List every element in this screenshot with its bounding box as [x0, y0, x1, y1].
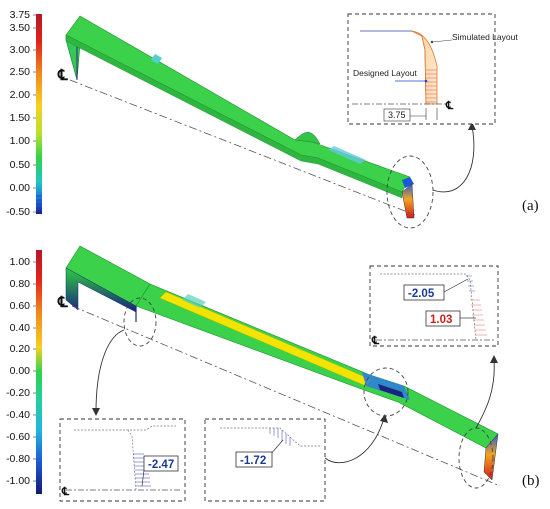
beam-a-cyan-band	[151, 54, 162, 64]
highlight-ellipse-b-left	[123, 297, 157, 347]
colorbar-b-tick: -0.80	[6, 453, 30, 465]
colorbar-b-tick: 1.00	[10, 256, 31, 268]
callout-arrowhead	[380, 414, 388, 423]
beam-a-centerline	[69, 79, 416, 216]
value-bottom-box	[425, 310, 461, 327]
colorbar-a-gradient	[36, 14, 42, 214]
value-left: -2.47	[148, 459, 174, 471]
designed-label: Designed Layout	[353, 68, 417, 78]
callout-arrowhead	[490, 355, 498, 363]
colorbar-b-gradient	[36, 250, 42, 494]
colorbar-b-tick: 0.40	[10, 322, 31, 334]
beam-a-bend	[294, 132, 321, 145]
panel-b-label: (b)	[522, 473, 540, 489]
colorbar-b-ticks	[33, 261, 36, 482]
value-mid: -1.72	[240, 455, 266, 467]
inset-b-left-profile	[74, 425, 176, 431]
colorbar-b-tick: 0.80	[10, 278, 31, 290]
inset-b-mid: -1.72	[204, 418, 326, 502]
callout-arrow-a	[432, 125, 475, 193]
colorbar-b-tick: -0.40	[6, 409, 30, 421]
simulated-leader-dot	[430, 40, 434, 44]
colorbar-a-tick: -0.50	[6, 206, 30, 218]
beam-b-right-tip	[483, 433, 499, 481]
colorbar-a-stripes	[36, 195, 42, 209]
beam-b-cyan-band	[182, 294, 206, 308]
colorbar-a-tick: 0.50	[10, 159, 31, 171]
colorbar-a-tick: 3.75	[10, 9, 31, 21]
simulated-label: Simulated Layout	[452, 32, 518, 42]
inset-a-centerline-symbol: ℄	[445, 100, 454, 112]
beam-b-centerline	[71, 305, 501, 487]
beam-a: ℄	[57, 15, 416, 219]
inset-b-right: -2.05 1.03 ℄	[369, 265, 499, 347]
highlight-ellipse-a	[386, 155, 434, 229]
simulated-leader	[431, 39, 453, 43]
beam-b-yellow-strip	[159, 291, 373, 387]
designed-leader-dot	[424, 79, 428, 83]
value-top-leader	[443, 278, 469, 293]
callout-arrowhead	[92, 408, 100, 416]
inset-b-left: -2.47 ℄	[59, 418, 186, 502]
beam-a-cyan-band	[328, 146, 366, 164]
colorbar-a-ticks	[33, 14, 36, 213]
inset-b-left-hatching	[133, 453, 151, 487]
value-top: -2.05	[408, 288, 435, 300]
colorbar-a-tick: 1.50	[10, 112, 31, 124]
inset-b-right-centerline-symbol: ℄	[371, 335, 380, 347]
inset-b-right-blue-hatching	[466, 275, 475, 292]
inset-a: Simulated Layout Designed Layout 3.75 ℄	[347, 13, 518, 125]
dimension-value: 3.75	[388, 110, 406, 120]
panel-a-label: (a)	[522, 198, 539, 214]
centerline-symbol: ℄	[57, 68, 68, 84]
colorbar-b-tick: 0.00	[10, 365, 31, 377]
value-mid-box	[235, 451, 273, 468]
value-left-leader	[141, 469, 145, 487]
beam-a-side-face	[65, 34, 403, 199]
callout-arrow-b-mid	[324, 417, 385, 464]
inset-b-left-centerline-symbol: ℄	[61, 486, 70, 498]
value-bottom: 1.03	[430, 314, 452, 326]
colorbar-a-tick: 2.50	[10, 66, 31, 78]
inset-b-left-profile	[127, 429, 137, 491]
callout-arrow-b-right	[475, 359, 495, 429]
inset-a-frame	[347, 13, 496, 125]
simulated-hatching	[426, 69, 437, 103]
colorbar-a-tick: 3.50	[10, 22, 31, 34]
colorbar-b-tick: -1.00	[6, 475, 30, 487]
colorbar-b-tick: 0.60	[10, 300, 31, 312]
callout-arrow-b-left	[95, 329, 125, 413]
value-left-box	[143, 455, 179, 472]
colorbar-b-tick: -0.60	[6, 431, 30, 443]
colorbar-a: 3.75 3.50 3.00 2.50 2.00 1.50 1.00 0.50 …	[6, 9, 42, 218]
colorbar-a-tick: 0.00	[10, 182, 31, 194]
beam-a-right-tip	[401, 183, 415, 219]
centerline-symbol-b: ℄	[57, 295, 68, 311]
beam-b: ℄	[57, 245, 501, 487]
colorbar-a-tick: 1.00	[10, 135, 31, 147]
colorbar-b-tick: 0.20	[10, 343, 31, 355]
highlight-ellipse-b-mid	[363, 367, 409, 417]
inset-b-right-hatching	[470, 299, 487, 336]
dimension-box	[383, 108, 411, 122]
colorbar-b-tick: -0.20	[6, 387, 30, 399]
colorbar-a-tick: 2.00	[10, 89, 31, 101]
inset-b-right-frame	[369, 265, 499, 347]
colorbar-a-tick: 3.00	[10, 44, 31, 56]
colorbar-b: 1.00 0.80 0.60 0.40 0.20 0.00 -0.20 -0.4…	[6, 250, 42, 494]
value-top-box	[403, 284, 445, 301]
inset-b-mid-hatching	[269, 428, 291, 446]
beam-b-bend-region	[378, 384, 404, 398]
inset-b-mid-profile	[220, 427, 322, 447]
callout-arrowhead-a	[468, 122, 476, 130]
